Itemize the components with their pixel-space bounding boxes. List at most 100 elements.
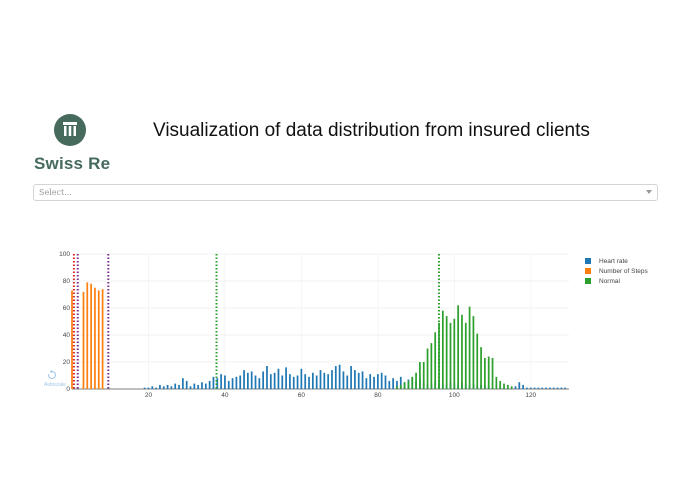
heart-rate-bar <box>250 371 253 389</box>
heart-rate-bar <box>533 387 536 389</box>
heart-rate-bar <box>243 370 245 389</box>
heart-rate-bar <box>346 375 349 389</box>
heart-rate-bar <box>560 387 563 389</box>
heart-rate-bar <box>315 375 318 389</box>
number-of-steps-bar <box>101 289 104 389</box>
heart-rate-bar <box>185 380 188 389</box>
heart-rate-bar <box>247 372 249 389</box>
distribution-chart[interactable]: 0 20 40 60 80 100 20 40 60 80 100 120 <box>0 240 695 410</box>
normal-bar <box>506 384 509 389</box>
heart-rate-bar <box>166 384 169 389</box>
normal-bar <box>487 356 490 389</box>
heart-rate-bar <box>143 387 146 389</box>
normal-bar <box>510 386 513 389</box>
normal-bar <box>415 372 417 389</box>
heart-rate-bar <box>204 383 207 389</box>
swiss-re-emblem-icon <box>54 114 86 146</box>
heart-rate-bar <box>331 370 333 389</box>
legend-label: Number of Steps <box>599 267 648 275</box>
heart-rate-bar <box>522 384 524 389</box>
heart-rate-bar <box>296 375 299 389</box>
normal-bar <box>484 357 486 389</box>
heart-rate-bar <box>227 380 230 389</box>
heart-rate-bar <box>254 375 257 389</box>
select-placeholder: Select... <box>39 188 72 197</box>
heart-rate-bar <box>376 374 379 389</box>
autoscale-label: Autoscale <box>44 382 66 388</box>
heart-rate-bar <box>281 375 284 389</box>
normal-bar <box>464 322 467 389</box>
autoscale-reset-icon[interactable]: Autoscale <box>44 370 66 390</box>
number-of-steps-bar <box>90 283 92 389</box>
heart-rate-bar <box>277 368 280 389</box>
heart-rate-bar <box>552 387 555 389</box>
number-of-steps-bar <box>86 282 89 389</box>
heart-rate-bar <box>201 382 203 389</box>
y-tick-label: 100 <box>59 251 70 258</box>
heart-rate-bar <box>537 387 540 389</box>
heart-rate-bar <box>369 374 372 389</box>
heart-rate-bar <box>178 384 180 389</box>
heart-rate-bar <box>365 378 368 389</box>
heart-rate-bar <box>224 375 226 389</box>
heart-rate-bar <box>174 383 177 389</box>
heart-rate-bar <box>334 366 337 389</box>
heart-rate-bar <box>556 387 559 389</box>
heart-rate-bar <box>155 387 157 389</box>
normal-bar <box>491 357 494 389</box>
y-tick-label: 80 <box>63 278 71 285</box>
normal-bar <box>396 386 398 389</box>
heart-rate-bar <box>162 386 165 389</box>
legend-swatch <box>585 258 591 264</box>
heart-rate-bar <box>170 386 173 389</box>
heart-rate-bar <box>159 384 161 389</box>
x-tick-label: 20 <box>145 392 153 399</box>
brand-name: Swiss Re <box>34 154 111 173</box>
chevron-down-icon[interactable] <box>646 190 652 194</box>
heart-rate-bar <box>545 387 547 389</box>
normal-bar <box>453 318 456 389</box>
heart-rate-bar <box>319 370 322 389</box>
heart-rate-bar <box>197 384 200 389</box>
legend-item[interactable]: Normal <box>585 276 648 286</box>
normal-bar <box>457 305 459 389</box>
legend-item[interactable]: Number of Steps <box>585 266 648 276</box>
swiss-re-logo: Swiss Re <box>32 114 112 174</box>
normal-bar <box>499 380 502 389</box>
heart-rate-bar <box>300 368 303 389</box>
normal-bar <box>411 376 414 389</box>
normal-bar <box>461 314 463 389</box>
normal-bar <box>422 362 425 389</box>
legend-label: Normal <box>599 277 620 285</box>
heart-rate-bar <box>549 387 551 389</box>
heart-rate-bar <box>262 371 265 389</box>
heart-rate-bar <box>289 374 291 389</box>
x-tick-label: 80 <box>374 392 382 399</box>
number-of-steps-bar <box>94 287 96 389</box>
heart-rate-bar <box>384 375 387 389</box>
heart-rate-bar <box>151 386 154 389</box>
page-title: Visualization of data distribution from … <box>153 120 590 141</box>
heart-rate-bar <box>308 376 310 389</box>
x-tick-label: 100 <box>449 392 460 399</box>
heart-rate-bar <box>373 376 375 389</box>
heart-rate-bar <box>392 378 394 389</box>
heart-rate-bar <box>212 376 215 389</box>
heart-rate-bar <box>342 371 345 389</box>
client-select-dropdown[interactable]: Select... <box>33 184 658 201</box>
heart-rate-bar <box>357 372 360 389</box>
normal-bar <box>399 384 402 389</box>
heart-rate-bar <box>231 378 234 389</box>
number-of-steps-bar <box>71 290 73 389</box>
heart-rate-bar <box>269 374 272 389</box>
normal-bar <box>480 347 482 389</box>
normal-bar <box>426 348 429 389</box>
heart-rate-bar <box>350 366 352 389</box>
heart-rate-bar <box>235 376 238 389</box>
heart-rate-bar <box>292 376 295 389</box>
normal-bar <box>503 383 505 389</box>
legend-label: Heart rate <box>599 257 628 265</box>
heart-rate-bar <box>529 387 532 389</box>
y-tick-label: 40 <box>63 332 71 339</box>
legend-item[interactable]: Heart rate <box>585 256 648 266</box>
